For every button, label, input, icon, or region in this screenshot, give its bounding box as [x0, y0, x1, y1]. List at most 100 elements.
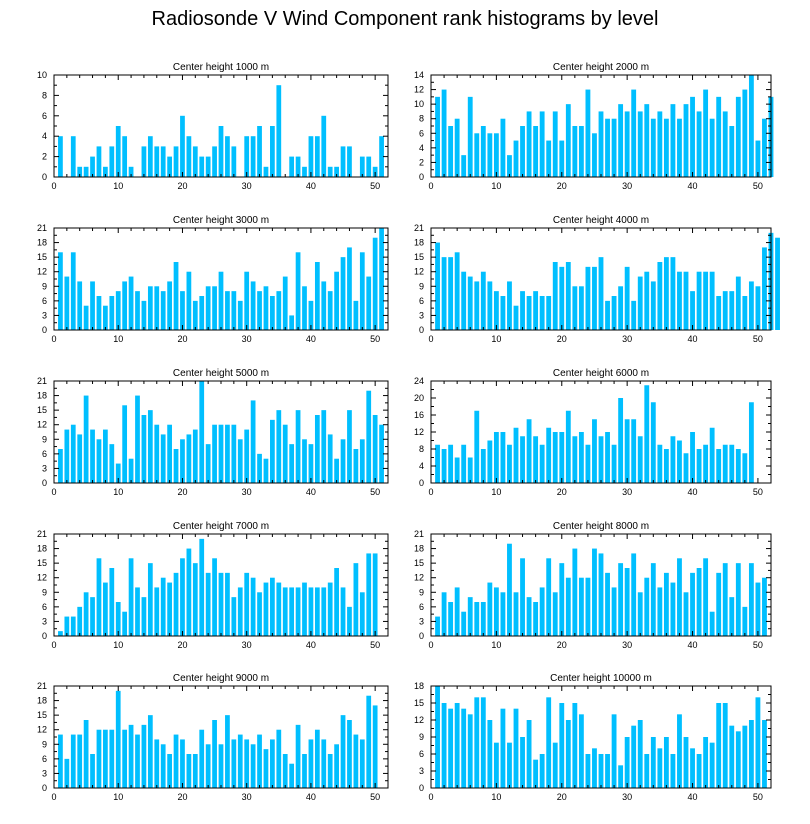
x-tick-label: 0	[51, 334, 56, 344]
histogram-bar	[128, 276, 134, 330]
histogram-bar	[77, 434, 83, 483]
histogram-panel-10: Center height 10000 m 0 10 20 30 40 50 0 3 6 9 12 15…	[414, 673, 772, 802]
histogram-bar	[487, 133, 493, 177]
histogram-bar	[218, 744, 224, 788]
y-tick-label: 15	[414, 252, 424, 262]
x-tick-label: 0	[428, 640, 433, 650]
y-tick-label: 0	[42, 783, 47, 793]
histogram-bar	[631, 89, 637, 177]
histogram-bar	[703, 271, 709, 330]
x-tick-label: 50	[753, 792, 763, 802]
histogram-bar	[231, 146, 237, 177]
histogram-bar	[683, 737, 689, 788]
histogram-bar	[467, 714, 473, 788]
histogram-bar	[321, 115, 327, 177]
histogram-bar	[237, 587, 243, 636]
histogram-bar	[663, 449, 669, 483]
x-tick-label: 50	[370, 792, 380, 802]
x-tick-label: 50	[370, 334, 380, 344]
x-tick-label: 0	[428, 792, 433, 802]
y-tick-label: 6	[42, 602, 47, 612]
histogram-bar	[755, 286, 761, 330]
histogram-bar	[461, 444, 467, 483]
histogram-bar	[70, 616, 76, 636]
x-tick-label: 50	[370, 640, 380, 650]
y-tick-label: 0	[419, 631, 424, 641]
histogram-bar	[559, 432, 565, 483]
y-tick-label: 3	[42, 463, 47, 473]
histogram-bar	[762, 720, 767, 788]
y-tick-label: 15	[37, 710, 47, 720]
histogram-bar	[353, 563, 359, 636]
histogram-bar	[372, 237, 378, 330]
histogram-bar	[637, 276, 643, 330]
histogram-bar	[461, 271, 467, 330]
histogram-bar	[257, 734, 262, 788]
y-tick-label: 21	[37, 223, 47, 233]
histogram-bar	[696, 568, 702, 636]
histogram-bar	[257, 126, 262, 177]
histogram-bar	[237, 439, 243, 483]
x-tick-label: 50	[753, 181, 763, 191]
histogram-bar	[141, 300, 147, 330]
histogram-bar	[212, 286, 217, 330]
x-tick-label: 30	[622, 640, 632, 650]
histogram-bar	[225, 424, 230, 483]
histogram-bar	[244, 429, 250, 483]
x-tick-label: 50	[753, 640, 763, 650]
histogram-bar	[716, 296, 722, 330]
histogram-bar	[154, 286, 160, 330]
y-tick-label: 12	[414, 715, 424, 725]
histogram-bar	[186, 136, 192, 177]
histogram-bar	[533, 126, 539, 177]
histogram-bar	[709, 611, 715, 636]
histogram-bar	[474, 133, 480, 177]
histogram-bar	[276, 291, 282, 330]
histogram-bar	[154, 587, 160, 636]
histogram-bar	[135, 395, 140, 483]
histogram-bar	[487, 720, 493, 788]
histogram-bar	[500, 296, 506, 330]
histogram-panel-5: Center height 5000 m 0 10 20 30 40 50 0 3 6 9 12 15 1…	[37, 368, 389, 497]
histogram-bar	[173, 262, 179, 330]
histogram-bar	[160, 577, 166, 636]
histogram-bar	[276, 729, 282, 788]
histogram-bar	[347, 606, 352, 636]
y-tick-label: 12	[37, 267, 47, 277]
histogram-bar	[578, 577, 584, 636]
histogram-bar	[677, 714, 682, 788]
histogram-bar	[670, 754, 676, 788]
histogram-bar	[448, 257, 454, 330]
histogram-bar	[128, 458, 134, 483]
histogram-bar	[683, 592, 689, 636]
histogram-bar	[103, 729, 108, 788]
histogram-bar	[96, 146, 102, 177]
histogram-bar	[762, 118, 767, 177]
histogram-bar	[379, 424, 384, 483]
histogram-bar	[77, 606, 83, 636]
histogram-bar	[435, 686, 440, 788]
histogram-bar	[372, 415, 378, 483]
histogram-bar	[735, 96, 741, 177]
histogram-bar	[592, 748, 597, 788]
histogram-bar	[282, 754, 288, 788]
histogram-bar	[180, 558, 185, 636]
histogram-bar	[103, 582, 108, 636]
histogram-bar	[755, 582, 761, 636]
histogram-bar	[690, 748, 695, 788]
histogram-panel-9: Center height 9000 m 0 10 20 30 40 50 0 3 6 9 12 15 1…	[37, 673, 389, 802]
histogram-bar	[314, 136, 320, 177]
histogram-bar	[539, 587, 545, 636]
histogram-bar	[173, 734, 179, 788]
y-tick-label: 9	[42, 587, 47, 597]
histogram-bar	[250, 577, 256, 636]
histogram-bar	[218, 271, 224, 330]
histogram-bar	[372, 705, 378, 788]
histogram-bar	[755, 140, 761, 177]
histogram-bar	[611, 714, 617, 788]
histogram-bar	[340, 587, 346, 636]
y-tick-label: 9	[42, 434, 47, 444]
y-tick-label: 6	[42, 449, 47, 459]
histogram-bar	[441, 449, 447, 483]
histogram-bar	[533, 602, 539, 636]
